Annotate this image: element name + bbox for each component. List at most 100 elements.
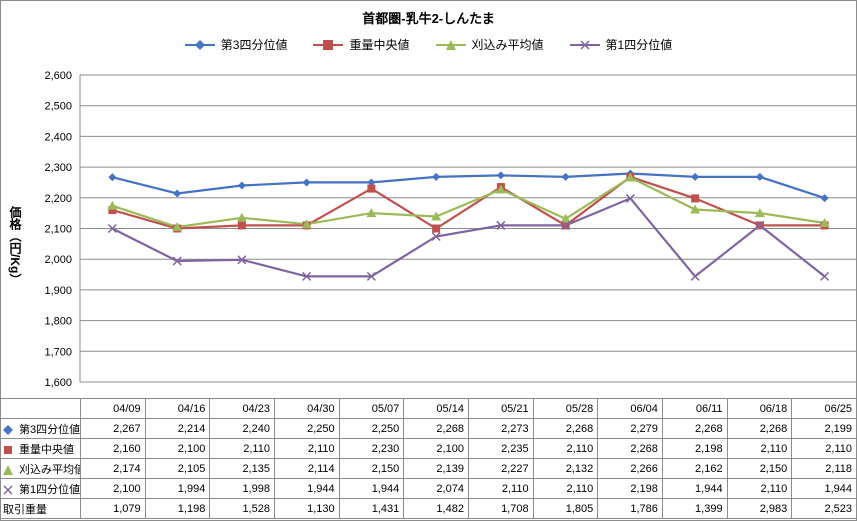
data-label: 2,230 [338, 438, 405, 459]
data-point [367, 178, 376, 187]
table-header-row: 04/09 04/16 04/23 04/30 05/07 05/14 05/21 05/28… [0, 398, 857, 419]
data-label: 2,139 [403, 458, 469, 479]
table-row: 第3四分位値 2,267 2,214 2,240 2,250 2,250 2,268 2,27… [0, 418, 857, 439]
y-tick-label: 1,800 [44, 316, 72, 328]
data-point [236, 212, 247, 222]
legend-label-median: 重量中央値 [349, 38, 410, 52]
data-point [237, 221, 246, 230]
data-label: 1,994 [144, 478, 211, 499]
series-name: 第3四分位値 [19, 423, 81, 436]
data-point [820, 271, 830, 281]
data-label: 2,227 [467, 458, 534, 479]
data-point [560, 213, 571, 223]
data-point [366, 271, 376, 281]
legend-label-q3: 第3四分位値 [220, 38, 288, 52]
data-label: 2,135 [209, 458, 275, 479]
data-label: 2,250 [338, 418, 405, 439]
series-line [111, 197, 826, 278]
data-label: 2,132 [532, 458, 599, 479]
data-label: 2,100 [403, 438, 469, 459]
legend-marker-diamond-icon [184, 39, 215, 51]
data-label: 2,268 [532, 418, 599, 439]
data-label: 2,198 [597, 478, 663, 499]
table-row: 第1四分位値 2,100 1,994 1,998 1,944 1,944 2,074 2,11… [0, 478, 857, 499]
table-row-label: 重量中央値 [0, 438, 81, 459]
data-label: 2,100 [144, 438, 211, 459]
data-point-stroke [561, 220, 571, 230]
gridlines [79, 74, 856, 383]
triangle-marker-icon [3, 464, 15, 475]
data-label: 2,150 [338, 458, 405, 479]
table-row: 刈込み平均値 2,174 2,105 2,135 2,114 2,150 2,139 2,22… [0, 458, 857, 479]
x-tick-label: 06/18 [726, 398, 793, 419]
data-point-stroke [755, 220, 765, 230]
data-label: 1,528 [209, 498, 275, 519]
data-label: 2,110 [791, 438, 857, 459]
series-name: 重量中央値 [19, 443, 74, 456]
x-tick-label: 05/28 [532, 398, 599, 419]
legend-item-q3: 第3四分位値 [184, 36, 288, 53]
y-tick-label: 2,200 [44, 193, 72, 205]
data-point [107, 223, 117, 234]
data-label: 2,199 [791, 418, 857, 439]
table-row: 取引重量 1,079 1,198 1,528 1,130 1,431 1,482 1,708 1… [0, 498, 857, 519]
data-point [691, 194, 700, 203]
data-label: 2,266 [597, 458, 663, 479]
data-point [367, 184, 376, 193]
y-tick-label: 2,000 [44, 254, 72, 266]
x-tick-label: 05/07 [338, 398, 405, 419]
data-point [561, 220, 571, 230]
data-label: 1,944 [273, 478, 340, 499]
data-point [108, 206, 117, 215]
x-tick-label: 06/04 [597, 398, 663, 419]
table-row-label: 第1四分位値 [0, 478, 81, 499]
data-label: 2,118 [791, 458, 857, 479]
legend-label-q1: 第1四分位値 [605, 38, 673, 52]
data-label: 2,235 [467, 438, 534, 459]
data-label: 2,214 [144, 418, 211, 439]
table-row: 重量中央値 2,160 2,100 2,110 2,110 2,230 2,100 2,235… [0, 438, 857, 459]
data-point [237, 255, 247, 265]
data-point [755, 172, 764, 181]
legend-label-trimmed-mean: 刈込み平均値 [471, 38, 544, 52]
data-label: 2,110 [532, 478, 599, 499]
series-name: 第1四分位値 [19, 483, 81, 496]
x-tick-label: 04/23 [209, 398, 275, 419]
data-point [301, 219, 312, 229]
data-label: 2,150 [726, 458, 793, 479]
legend-marker-square-icon [313, 39, 344, 51]
data-point [690, 204, 701, 214]
data-point [754, 208, 765, 218]
data-label: 2,105 [144, 458, 211, 479]
series-lines [111, 172, 826, 278]
x-tick-label: 05/21 [467, 398, 534, 419]
data-label: 2,174 [80, 458, 146, 479]
data-label: 2,110 [467, 478, 534, 499]
data-point-stroke [237, 255, 247, 265]
data-label: 1,944 [338, 478, 405, 499]
y-tick-label: 2,600 [44, 70, 72, 82]
data-label: 2,268 [597, 438, 663, 459]
data-label: 2,074 [403, 478, 469, 499]
legend-item-q1: 第1四分位値 [569, 36, 673, 53]
data-label: 2,160 [80, 438, 146, 459]
y-tick-label: 2,100 [44, 224, 72, 236]
y-tick-label: 1,600 [44, 377, 72, 389]
data-label: 2,268 [661, 418, 728, 439]
data-point [431, 231, 441, 242]
data-point [237, 181, 246, 190]
y-tick-label: 2,300 [44, 162, 72, 174]
table-row-label: 取引重量 [0, 498, 81, 519]
data-point [495, 184, 506, 194]
data-label: 2,240 [209, 418, 275, 439]
data-point [690, 271, 700, 281]
data-point [432, 172, 441, 181]
y-tick-label: 2,500 [44, 101, 72, 113]
data-point-stroke [302, 271, 312, 281]
data-point [625, 172, 636, 182]
data-label: 1,805 [532, 498, 599, 519]
data-point [107, 200, 118, 210]
data-label: 2,110 [532, 438, 599, 459]
data-label: 2,114 [273, 458, 340, 479]
data-label: 1,708 [467, 498, 534, 519]
